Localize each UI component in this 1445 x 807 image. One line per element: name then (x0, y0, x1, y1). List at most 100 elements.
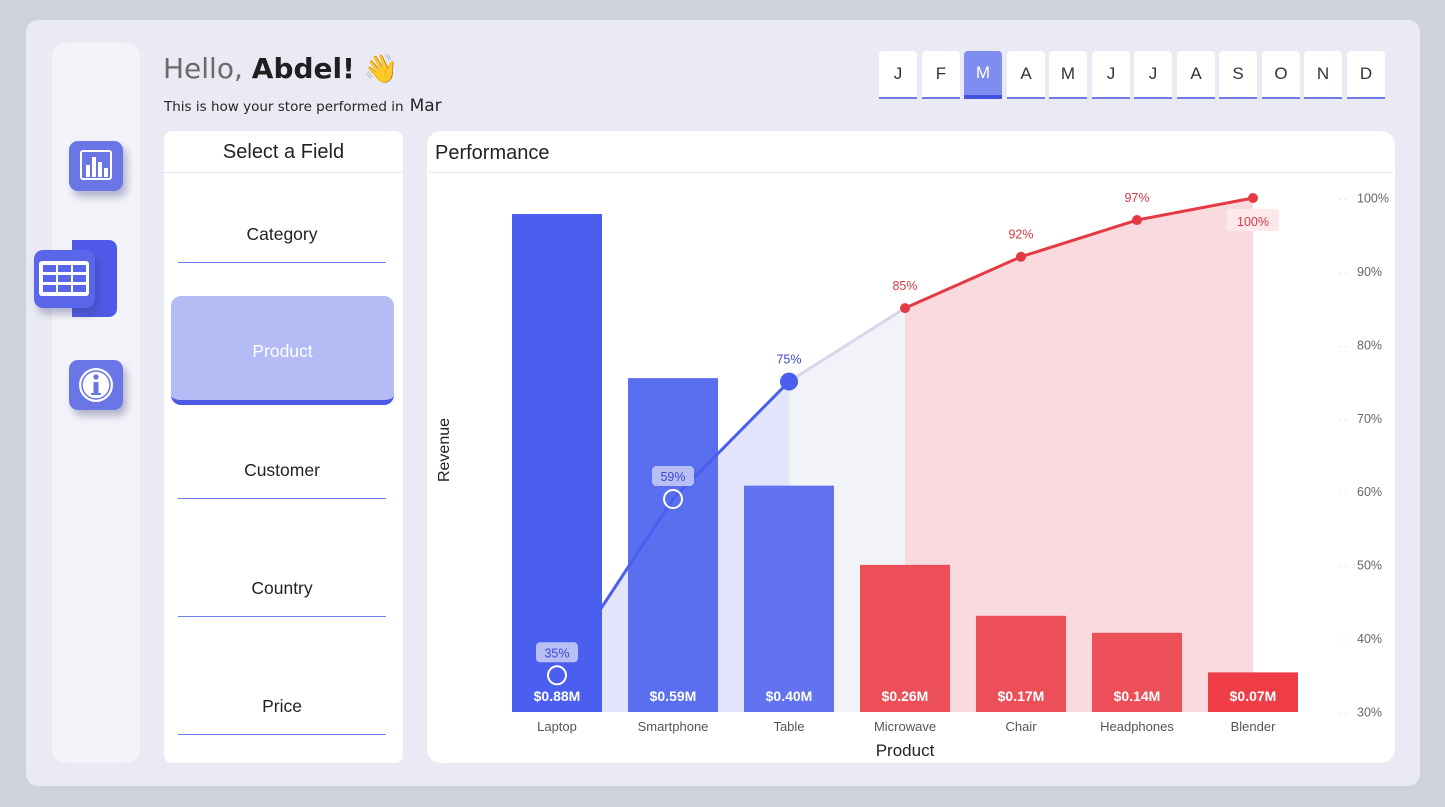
y2-tick-dots: · · (1339, 341, 1348, 351)
y2-tick-label: 30% (1357, 706, 1382, 720)
y2-tick-dots: · · (1339, 194, 1348, 204)
month-button[interactable]: O (1262, 51, 1300, 99)
month-button[interactable]: A (1007, 51, 1045, 99)
x-tick-label: Microwave (874, 719, 936, 734)
performance-panel: Performance $0.88M Laptop $0.59M Smartphone… (427, 131, 1395, 763)
pareto-chart: $0.88M Laptop $0.59M Smartphone $0.40M Table $… (436, 191, 1389, 760)
month-button[interactable]: S (1219, 51, 1257, 99)
greeting-name: Abdel! (251, 52, 355, 85)
field-panel-title: Select a Field (222, 141, 345, 163)
field-item-underline (178, 498, 386, 499)
field-item[interactable]: Category (178, 224, 386, 263)
bar (1092, 632, 1182, 712)
cumulative-point (900, 303, 910, 314)
bar (976, 615, 1066, 712)
cumulative-label-box (536, 642, 578, 663)
field-item-selected[interactable]: Product (171, 296, 394, 405)
performance-title: Performance (435, 142, 550, 164)
field-item[interactable]: Customer (178, 460, 386, 499)
y2-tick-label: 70% (1357, 412, 1382, 426)
bar-chart-icon (80, 150, 112, 180)
field-item-label: Customer (244, 460, 320, 480)
month-button[interactable]: M (1049, 51, 1087, 99)
greeting-subtitle: This is how your store performed in Mar (164, 96, 442, 116)
cumulative-label: 85% (892, 279, 917, 293)
field-item[interactable]: Country (178, 578, 386, 617)
greeting-hello: Hello (163, 52, 234, 85)
cumulative-point (780, 372, 798, 391)
y2-tick-label: 40% (1357, 632, 1382, 646)
bar-data-label: $0.40M (766, 688, 813, 704)
field-item-underline (178, 262, 386, 263)
x-tick-label: Smartphone (638, 719, 709, 734)
sidebar-item-info[interactable] (69, 360, 123, 410)
table-grid-icon (39, 261, 89, 296)
x-tick-label: Headphones (1100, 719, 1174, 734)
month-button[interactable]: F (922, 51, 960, 99)
y2-tick-dots: · · (1339, 561, 1348, 571)
cumulative-label-box (1227, 209, 1279, 231)
divider (164, 172, 403, 173)
field-item-underline (178, 734, 386, 735)
bar (744, 485, 834, 712)
x-tick-label: Blender (1231, 719, 1276, 734)
field-panel: Select a Field (164, 131, 403, 763)
y2-tick-label: 80% (1357, 338, 1382, 352)
greeting: Hello, Abdel! 👋 (163, 52, 399, 85)
cumulative-label: 92% (1008, 228, 1033, 242)
subtitle-month: Mar (409, 96, 442, 116)
sidebar-item-charts[interactable] (69, 141, 123, 191)
cumulative-label: 35% (544, 646, 569, 660)
cumulative-point (1132, 215, 1142, 226)
bar-data-label: $0.17M (998, 688, 1045, 704)
cumulative-label: 59% (660, 470, 685, 484)
cumulative-point (663, 489, 683, 510)
subtitle-text: This is how your store performed in (164, 99, 404, 115)
month-button[interactable]: N (1304, 51, 1342, 99)
wave-emoji-icon: 👋 (363, 52, 399, 85)
bar-data-label: $0.59M (650, 688, 697, 704)
bar-data-label: $0.26M (882, 688, 929, 704)
bar-data-label: $0.07M (1230, 688, 1277, 704)
y2-tick-label: 60% (1357, 485, 1382, 499)
month-button[interactable]: M (964, 51, 1002, 99)
field-item-label: Category (246, 224, 318, 244)
sidebar-item-table[interactable] (34, 250, 95, 308)
cumulative-point (1248, 193, 1258, 203)
bar-data-label: $0.88M (534, 688, 581, 704)
cumulative-label: 75% (776, 353, 801, 367)
month-button[interactable]: A (1177, 51, 1215, 99)
cumulative-area-red (905, 198, 1253, 712)
field-item-underline (178, 616, 386, 617)
x-axis-title: Product (876, 741, 935, 760)
cumulative-label: 100% (1237, 215, 1269, 229)
y2-tick-label: 90% (1357, 265, 1382, 279)
cumulative-point (547, 665, 567, 686)
field-item[interactable]: Price (178, 696, 386, 735)
cumulative-label-box (652, 466, 694, 487)
field-item-label: Product (252, 341, 313, 361)
field-item-label: Price (262, 696, 302, 716)
x-tick-label: Laptop (537, 719, 577, 734)
bar (512, 214, 602, 712)
cumulative-line-red (904, 196, 1254, 310)
y2-tick-dots: · · (1339, 635, 1348, 645)
cumulative-line-gray (788, 306, 906, 383)
y2-tick-dots: · · (1339, 488, 1348, 498)
month-button[interactable]: J (1134, 51, 1172, 99)
greeting-separator: , (233, 52, 243, 85)
x-tick-label: Chair (1005, 719, 1037, 734)
x-tick-label: Table (773, 719, 804, 734)
month-button[interactable]: J (879, 51, 917, 99)
bar-data-label: $0.14M (1114, 688, 1161, 704)
y2-tick-dots: · · (1339, 267, 1348, 277)
month-button[interactable]: D (1347, 51, 1385, 99)
y2-tick-dots: · · (1339, 414, 1348, 424)
y2-tick-dots: · · (1339, 708, 1348, 718)
y2-tick-label: 50% (1357, 559, 1382, 573)
cumulative-line-blue (555, 380, 791, 677)
month-button[interactable]: J (1092, 51, 1130, 99)
bar (1208, 672, 1298, 712)
y-axis-title: Revenue (436, 418, 453, 482)
divider (429, 172, 1393, 173)
